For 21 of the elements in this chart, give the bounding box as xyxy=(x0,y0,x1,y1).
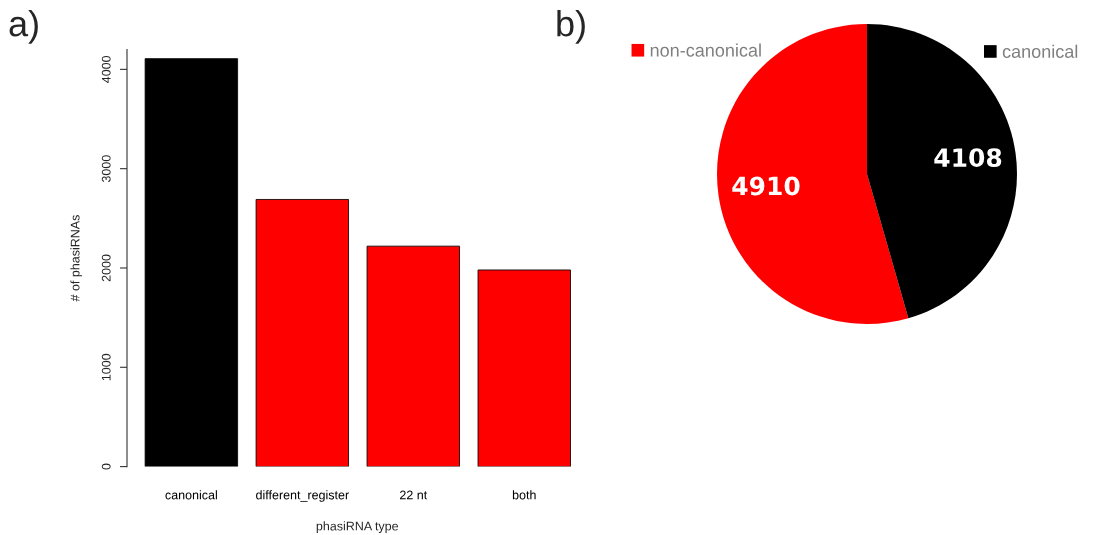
bar xyxy=(255,199,349,467)
bar xyxy=(477,269,571,467)
y-tick-label: 4000 xyxy=(101,55,111,83)
x-tick-label: both xyxy=(512,490,536,500)
y-tick-label: 2000 xyxy=(101,254,111,282)
legend-label: canonical xyxy=(1002,44,1078,58)
y-tick-label: 0 xyxy=(101,463,111,470)
x-axis-title: phasiRNA type xyxy=(316,521,399,533)
y-tick-label: 1000 xyxy=(101,353,111,381)
legend-label: non-canonical xyxy=(650,43,761,57)
y-axis-title: # of phasiRNAs xyxy=(70,215,83,302)
y-tick-label: 3000 xyxy=(101,155,111,183)
data-label: 4108 xyxy=(934,148,1002,168)
x-tick-label: canonical xyxy=(165,490,217,500)
bar xyxy=(144,58,239,467)
x-tick-label: different_register xyxy=(256,490,349,502)
bar xyxy=(366,245,460,467)
x-tick-label: 22 nt xyxy=(400,490,428,500)
data-label: 4910 xyxy=(732,176,800,196)
chart-title: b) xyxy=(557,10,585,44)
chart-title: a) xyxy=(9,10,38,44)
